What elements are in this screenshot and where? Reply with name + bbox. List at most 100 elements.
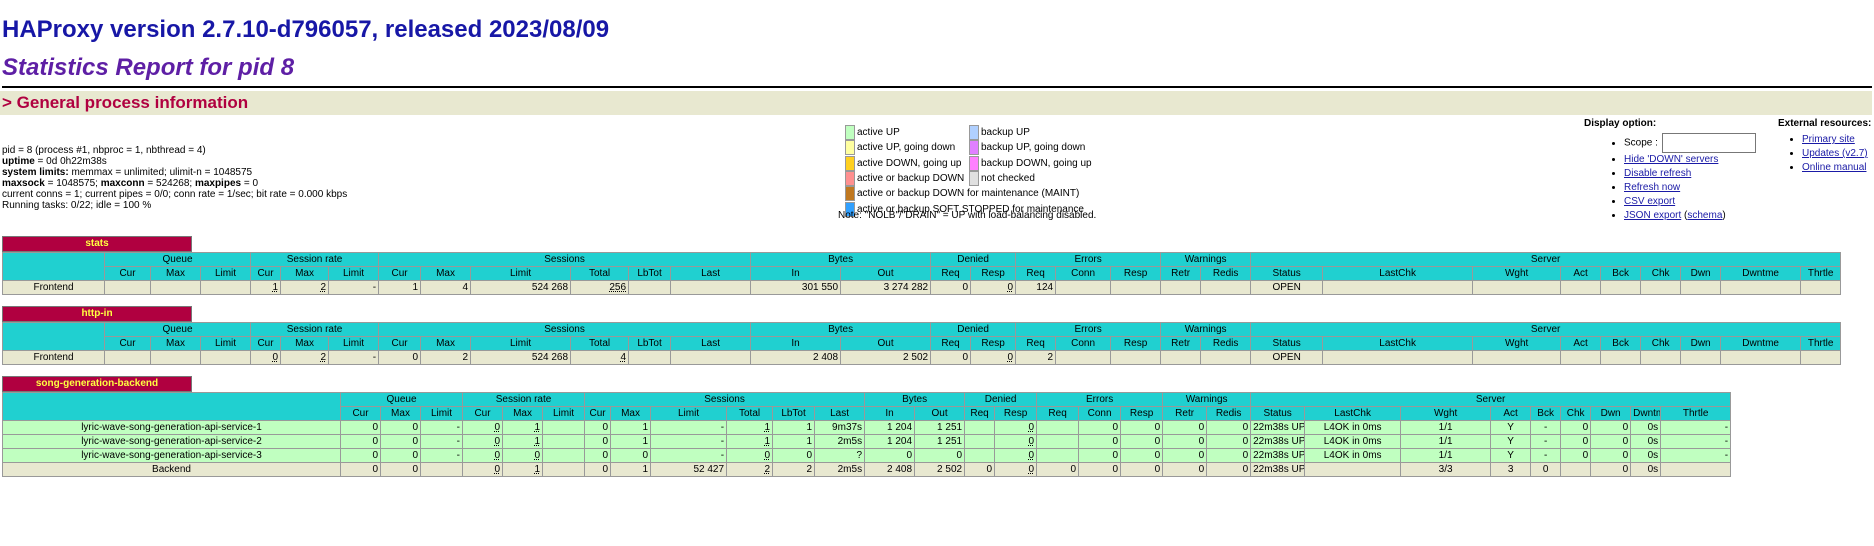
cell-value: 0 <box>1198 463 1205 475</box>
row-name[interactable]: lyric-wave-song-generation-api-service-3 <box>81 449 262 461</box>
column-header: Req <box>1015 266 1057 281</box>
cell-value: 0 <box>1070 463 1077 475</box>
primary-site-link[interactable]: Primary site <box>1802 134 1855 145</box>
row-name[interactable]: Frontend <box>33 351 74 363</box>
table-cell <box>542 462 586 477</box>
column-header: Thrtle <box>1800 336 1842 351</box>
cell-value: 0 <box>602 421 609 433</box>
conns-line: current conns = 1; current pipes = 0/0; … <box>2 189 348 200</box>
table-cell <box>150 350 201 365</box>
table-cell <box>964 420 996 435</box>
row-name[interactable]: lyric-wave-song-generation-api-service-1 <box>81 421 262 433</box>
table-cell: 0 <box>340 462 381 477</box>
legend-swatch <box>845 186 855 202</box>
legend-label: active UP, going down <box>857 142 956 154</box>
cell-value: OPEN <box>1272 281 1301 293</box>
table-cell <box>1036 434 1080 449</box>
legend-label: active or backup DOWN <box>857 173 965 185</box>
table-cell: 2 <box>280 280 330 295</box>
table-cell: - <box>1660 434 1732 449</box>
table-cell <box>199 280 252 295</box>
table-cell: 0 <box>378 350 422 365</box>
table-cell <box>1640 280 1682 295</box>
cell-value: 0 <box>494 435 501 447</box>
row-name[interactable]: lyric-wave-song-generation-api-service-2 <box>81 435 262 447</box>
proxy-title[interactable]: song-generation-backend <box>2 376 192 392</box>
schema-link[interactable]: schema <box>1687 210 1723 221</box>
table-cell: - <box>650 420 728 435</box>
table-cell <box>670 350 752 365</box>
table-cell: L4OK in 0ms <box>1304 434 1402 449</box>
column-header: Limit <box>470 266 572 281</box>
cell-value: 2 <box>764 463 771 475</box>
updates-link[interactable]: Updates (v2.7) <box>1802 148 1868 159</box>
table-cell: 0 <box>584 448 612 463</box>
column-header: Max <box>150 336 201 351</box>
cell-value: 301 550 <box>801 281 839 293</box>
table-cell: 0 <box>864 448 916 463</box>
table-cell: 0 <box>1206 448 1252 463</box>
cell-value: 2 <box>320 351 327 363</box>
cell-value: 0 <box>602 449 609 461</box>
column-header: Last <box>670 266 752 281</box>
cell-value: 0 <box>372 463 378 475</box>
cell-value: 22m38s UP <box>1253 449 1305 461</box>
section-title: > General process information <box>0 91 1872 115</box>
row-name[interactable]: Frontend <box>33 281 74 293</box>
table-cell: 0 <box>1590 420 1632 435</box>
table-cell <box>1560 350 1602 365</box>
table-cell: 1 <box>726 434 774 449</box>
online-manual-link[interactable]: Online manual <box>1802 162 1867 173</box>
table-cell: 0 <box>970 280 1017 295</box>
table-cell: 0 <box>250 350 282 365</box>
column-header: Total <box>726 406 774 421</box>
table-cell: 0 <box>610 448 652 463</box>
disable-refresh-link[interactable]: Disable refresh <box>1624 168 1692 179</box>
column-header: Redis <box>1200 266 1252 281</box>
cell-value: 1 251 <box>937 435 963 447</box>
table-cell: 1 <box>772 434 816 449</box>
cell-value: - <box>456 421 461 433</box>
cell-value: 124 <box>1036 281 1054 293</box>
table-cell <box>1055 280 1112 295</box>
table-cell: 4 <box>570 350 630 365</box>
cell-value: 0 <box>1198 421 1205 433</box>
cell-value: 0 <box>372 435 378 447</box>
cell-value: L4OK in 0ms <box>1323 449 1382 461</box>
proxy-title[interactable]: http-in <box>2 306 192 322</box>
table-cell: 0 <box>1560 448 1592 463</box>
proxy-title[interactable]: stats <box>2 236 192 252</box>
table-cell <box>1472 350 1562 365</box>
legend-item: active or backup DOWN for maintenance (M… <box>845 186 1079 202</box>
table-cell <box>964 434 996 449</box>
proxy-stats: stats Queue Session rate Sessions Bytes Denie… <box>2 233 1874 295</box>
column-header: Cur <box>250 266 282 281</box>
cell-value: 3 274 282 <box>883 281 929 293</box>
csv-export-link[interactable]: CSV export <box>1624 196 1676 207</box>
maxsock-label: maxsock <box>2 178 45 189</box>
refresh-now-link[interactable]: Refresh now <box>1624 182 1681 193</box>
cell-value: 0 <box>1112 421 1119 433</box>
column-header: In <box>750 336 842 351</box>
column-header: Cur <box>104 336 151 351</box>
column-header: Req <box>1015 336 1057 351</box>
json-export-link[interactable]: JSON export <box>1624 210 1682 221</box>
cell-value: 0 <box>1112 435 1119 447</box>
table-cell: lyric-wave-song-generation-api-service-3 <box>2 448 341 463</box>
cell-value: 22m38s UP <box>1253 421 1305 433</box>
table-cell <box>670 280 752 295</box>
row-name[interactable]: Backend <box>152 463 191 475</box>
column-header: Req <box>930 266 972 281</box>
table-cell <box>104 280 151 295</box>
scope-input[interactable] <box>1661 133 1756 153</box>
cell-value: OPEN <box>1272 351 1301 363</box>
table-cell <box>1600 280 1642 295</box>
backend-row: Backend 0 0 0 1 0 1 52 427 2 2 2m5s 2 408 2 502 0 0 0 0 0… <box>2 462 1771 477</box>
table-cell: - <box>419 434 464 449</box>
table-cell: 0 <box>462 434 504 449</box>
hide-down-servers-link[interactable]: Hide 'DOWN' servers <box>1624 154 1719 165</box>
legend-swatch <box>845 155 855 171</box>
table-cell <box>1036 448 1080 463</box>
stats-table: Queue Session rate Sessions Bytes Denied Erro… <box>2 252 1842 295</box>
table-cell: 22m38s UP <box>1250 448 1306 463</box>
